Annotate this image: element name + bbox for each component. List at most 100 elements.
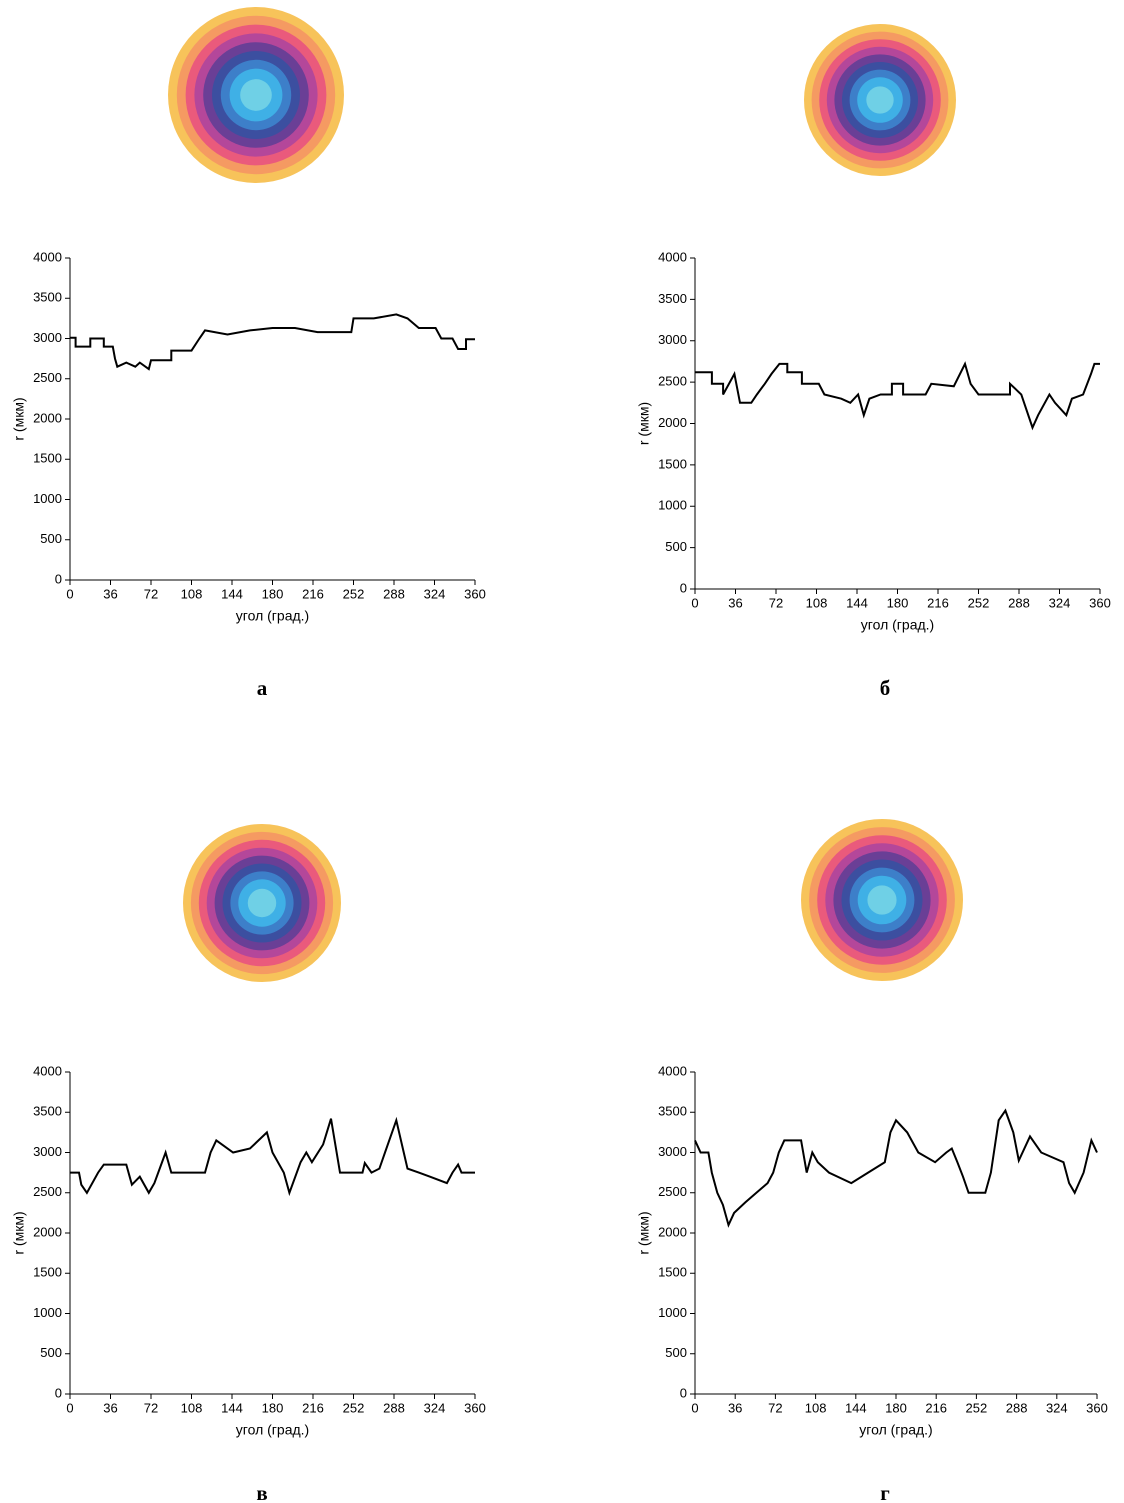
x-tick-label: 0 <box>691 1400 698 1415</box>
x-tick-label: 324 <box>424 586 446 601</box>
data-line <box>695 1111 1097 1225</box>
panel-caption: а <box>257 676 268 700</box>
x-tick-label: 324 <box>1049 595 1071 610</box>
data-line <box>70 1119 475 1193</box>
droplet-image <box>804 24 956 176</box>
y-axis-label: r (мкм) <box>11 1211 27 1254</box>
data-line <box>70 314 475 369</box>
x-tick-label: 72 <box>768 1400 782 1415</box>
droplet-ring <box>248 889 276 917</box>
y-tick-label: 2500 <box>33 1184 62 1199</box>
panel-caption: б <box>880 676 891 700</box>
x-tick-label: 144 <box>845 1400 867 1415</box>
x-tick-label: 216 <box>927 595 949 610</box>
x-tick-label: 180 <box>262 586 284 601</box>
x-tick-label: 216 <box>925 1400 947 1415</box>
x-tick-label: 108 <box>805 1400 827 1415</box>
y-tick-label: 3000 <box>33 330 62 345</box>
y-tick-label: 2500 <box>33 370 62 385</box>
droplet-ring <box>240 79 272 111</box>
y-tick-label: 3000 <box>33 1144 62 1159</box>
y-tick-label: 500 <box>40 1345 62 1360</box>
x-tick-label: 0 <box>691 595 698 610</box>
y-tick-label: 1500 <box>33 1265 62 1280</box>
x-tick-label: 360 <box>464 586 486 601</box>
y-tick-label: 2500 <box>658 1184 687 1199</box>
data-line <box>695 364 1100 428</box>
x-tick-label: 180 <box>262 1400 284 1415</box>
y-tick-label: 2000 <box>33 410 62 425</box>
x-tick-label: 216 <box>302 586 324 601</box>
y-tick-label: 1000 <box>658 1305 687 1320</box>
x-axis-label: угол (град.) <box>861 617 934 633</box>
y-tick-label: 3500 <box>658 291 687 306</box>
x-tick-label: 252 <box>343 586 365 601</box>
y-tick-label: 0 <box>55 1385 62 1400</box>
x-tick-label: 36 <box>728 595 742 610</box>
droplet-ring <box>866 86 893 113</box>
y-tick-label: 1000 <box>33 1305 62 1320</box>
droplet-image <box>801 819 963 981</box>
x-axis-label: угол (град.) <box>236 608 309 624</box>
y-tick-label: 500 <box>665 1345 687 1360</box>
x-tick-label: 180 <box>885 1400 907 1415</box>
y-tick-label: 1000 <box>33 491 62 506</box>
y-tick-label: 3000 <box>658 1144 687 1159</box>
y-tick-label: 3500 <box>658 1104 687 1119</box>
y-axis-label: r (мкм) <box>636 402 652 445</box>
x-axis-label: угол (град.) <box>859 1422 932 1438</box>
x-tick-label: 144 <box>221 586 243 601</box>
y-tick-label: 2000 <box>33 1224 62 1239</box>
y-tick-label: 4000 <box>33 249 62 264</box>
y-tick-label: 1500 <box>33 451 62 466</box>
x-tick-label: 288 <box>383 1400 405 1415</box>
x-tick-label: 36 <box>728 1400 742 1415</box>
x-tick-label: 144 <box>221 1400 243 1415</box>
y-tick-label: 500 <box>665 539 687 554</box>
y-tick-label: 4000 <box>658 249 687 264</box>
y-tick-label: 1500 <box>658 456 687 471</box>
x-tick-label: 360 <box>1086 1400 1108 1415</box>
panel-caption: г <box>880 1481 890 1503</box>
y-tick-label: 0 <box>55 571 62 586</box>
x-tick-label: 72 <box>769 595 783 610</box>
figure: 0 500 1000 1500 2000 2500 3000 3500 4000 0 36 72 108… <box>0 0 1124 1503</box>
y-tick-label: 0 <box>680 580 687 595</box>
x-tick-label: 144 <box>846 595 868 610</box>
x-tick-label: 360 <box>464 1400 486 1415</box>
y-tick-label: 2000 <box>658 415 687 430</box>
x-tick-label: 72 <box>144 1400 158 1415</box>
x-tick-label: 288 <box>1008 595 1030 610</box>
y-tick-label: 4000 <box>33 1063 62 1078</box>
x-tick-label: 0 <box>66 586 73 601</box>
y-tick-label: 2000 <box>658 1224 687 1239</box>
y-tick-label: 2500 <box>658 374 687 389</box>
x-axis-label: угол (град.) <box>236 1422 309 1438</box>
droplet-ring <box>867 885 896 914</box>
x-tick-label: 252 <box>343 1400 365 1415</box>
x-tick-label: 36 <box>103 1400 117 1415</box>
y-axis-label: r (мкм) <box>636 1211 652 1254</box>
x-tick-label: 36 <box>103 586 117 601</box>
x-tick-label: 180 <box>887 595 909 610</box>
droplet-image <box>183 824 341 982</box>
y-tick-label: 4000 <box>658 1063 687 1078</box>
x-tick-label: 288 <box>383 586 405 601</box>
x-tick-label: 0 <box>66 1400 73 1415</box>
x-tick-label: 324 <box>424 1400 446 1415</box>
y-tick-label: 3500 <box>33 1104 62 1119</box>
x-tick-label: 360 <box>1089 595 1111 610</box>
y-axis-label: r (мкм) <box>11 397 27 440</box>
x-tick-label: 108 <box>806 595 828 610</box>
panel-caption: в <box>256 1481 267 1503</box>
x-tick-label: 108 <box>181 586 203 601</box>
x-tick-label: 252 <box>966 1400 988 1415</box>
y-tick-label: 0 <box>680 1385 687 1400</box>
y-tick-label: 3500 <box>33 290 62 305</box>
x-tick-label: 72 <box>144 586 158 601</box>
x-tick-label: 288 <box>1006 1400 1028 1415</box>
y-tick-label: 1000 <box>658 498 687 513</box>
x-tick-label: 108 <box>181 1400 203 1415</box>
droplet-image <box>168 7 344 183</box>
x-tick-label: 252 <box>968 595 990 610</box>
